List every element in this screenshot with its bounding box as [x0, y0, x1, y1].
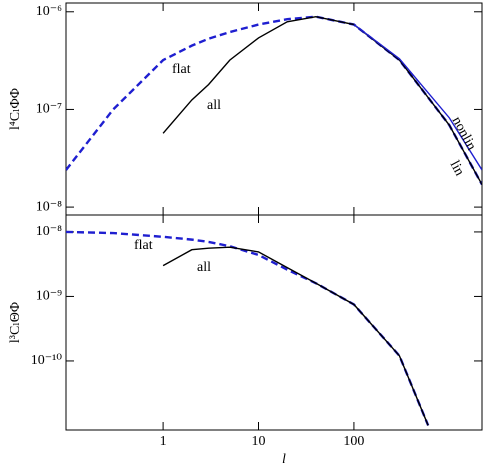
y-tick-label: 10⁻⁹	[36, 289, 62, 304]
x-axis-label: l	[282, 452, 286, 467]
series-label: all	[207, 98, 221, 113]
plot-area	[66, 15, 482, 186]
series-line	[162, 16, 482, 185]
plot-frame	[65, 2, 483, 216]
plot-area	[66, 230, 430, 426]
series-label: nonlin	[449, 114, 479, 153]
y-axis-label: l³CₗΘΦ	[8, 302, 23, 343]
x-tick-label: 10	[252, 434, 266, 449]
y-tick-label: 10⁻⁸	[36, 224, 62, 239]
series-label: flat	[134, 238, 153, 253]
annotation: lin	[447, 158, 467, 178]
y-axis-label: l⁴CₗΦΦ	[8, 88, 23, 130]
y-tick-label: 10⁻⁸	[36, 199, 62, 214]
y-tick-label: 10⁻⁷	[36, 102, 62, 117]
y-tick-label: 10⁻⁶	[36, 4, 62, 19]
plot-frame	[65, 214, 483, 431]
series-line	[162, 246, 429, 426]
series-label: all	[197, 260, 211, 275]
series-line	[66, 15, 482, 186]
x-tick-label: 100	[343, 434, 364, 449]
series-line	[353, 23, 482, 171]
y-tick-label: 10⁻¹⁰	[31, 353, 63, 368]
series-line	[66, 230, 430, 426]
x-tick-label: 1	[160, 434, 167, 449]
series-label: flat	[172, 62, 191, 77]
